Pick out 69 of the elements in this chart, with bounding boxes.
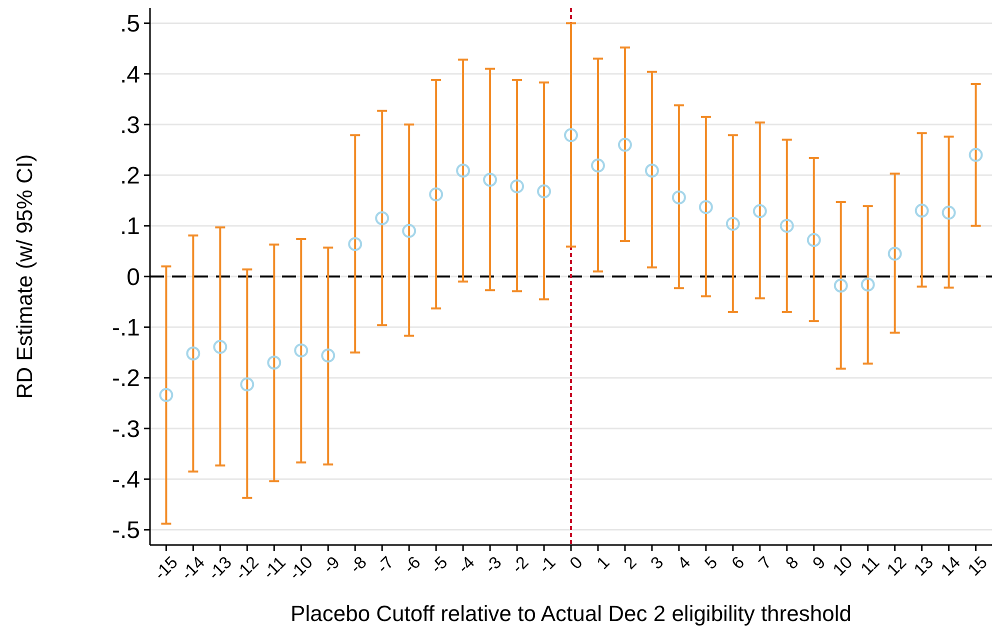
x-tick-label: 8 (782, 552, 802, 573)
point (834, 278, 848, 293)
y-tick-label: -.1 (112, 314, 140, 342)
x-tick-label: 6 (728, 552, 748, 573)
x-tick-label: -1 (535, 552, 560, 577)
x-tick-label: -4 (454, 552, 478, 577)
y-tick-label: .1 (120, 213, 140, 240)
y-tick-label: -.5 (112, 517, 140, 544)
point (698, 200, 713, 214)
x-tick-label: 4 (674, 552, 694, 573)
x-tick-label: 9 (808, 552, 830, 573)
point (564, 128, 578, 142)
point (590, 158, 605, 173)
y-axis-title: RD Estimate (w/ 95% CI) (12, 154, 37, 399)
x-tick-label: -5 (427, 552, 452, 577)
point (510, 179, 524, 194)
point (429, 187, 444, 202)
x-tick-label: 11 (857, 552, 884, 579)
point (752, 204, 767, 218)
x-tick-label: -7 (373, 552, 398, 577)
x-tick-label: 7 (755, 552, 776, 573)
x-tick-label: 15 (964, 552, 992, 580)
y-tick-label: .3 (120, 112, 140, 139)
point (780, 218, 794, 233)
point (213, 340, 228, 354)
point (294, 343, 308, 358)
y-tick-label: -.2 (112, 365, 140, 392)
point (267, 356, 282, 370)
x-tick-label: 1 (593, 552, 614, 573)
point (159, 388, 174, 402)
point (240, 377, 254, 392)
y-tick-label: -.3 (112, 416, 140, 443)
y-tick-label: -.4 (112, 466, 140, 494)
point (942, 206, 956, 220)
x-tick-label: 5 (701, 552, 722, 573)
x-axis-title: Placebo Cutoff relative to Actual Dec 2 eligibility threshold (290, 601, 852, 626)
point (644, 164, 659, 178)
point (726, 216, 740, 231)
point (672, 190, 686, 204)
x-tick-label: -2 (508, 552, 532, 577)
x-tick-label: 3 (647, 552, 668, 573)
y-tick-label: 0 (126, 264, 140, 291)
point (888, 246, 902, 261)
x-tick-label: 14 (937, 552, 964, 580)
y-tick-label: .2 (120, 162, 140, 190)
x-tick-label: 10 (829, 552, 856, 580)
x-tick-label: -3 (481, 552, 506, 577)
y-tick-label: .4 (120, 61, 140, 88)
x-tick-label: 12 (883, 552, 910, 580)
x-tick-label: 13 (910, 552, 938, 580)
point (456, 164, 470, 178)
point (968, 148, 983, 162)
point (375, 211, 390, 226)
point (618, 138, 632, 152)
point (860, 278, 875, 292)
point (186, 346, 200, 361)
x-tick-label: 0 (566, 552, 586, 573)
point (402, 224, 416, 238)
point (537, 184, 552, 198)
x-tick-label: -6 (400, 552, 424, 577)
x-tick-label: -9 (319, 552, 344, 577)
y-tick-label: .5 (120, 10, 140, 38)
x-tick-label: 2 (620, 552, 640, 573)
point (483, 172, 498, 187)
x-tick-label: -8 (346, 552, 370, 577)
point (806, 233, 821, 248)
point (321, 348, 336, 363)
point (348, 237, 362, 252)
point (914, 204, 929, 218)
